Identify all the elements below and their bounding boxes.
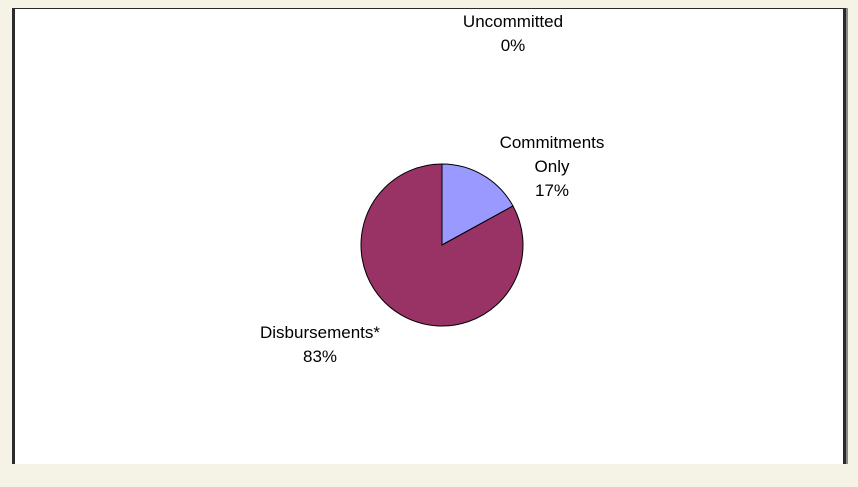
frame-shadow [846,8,848,464]
label-commitments-value: 17% [534,181,570,200]
label-disbursements-value: 83% [302,347,338,366]
label-commitments-line2: Only [534,157,570,176]
label-uncommitted: Uncommitted 0% [443,10,583,58]
label-uncommitted-name: Uncommitted [462,12,564,31]
pie-chart [360,163,524,327]
slice-commitments-only [441,163,514,246]
label-uncommitted-value: 0% [500,36,526,55]
label-commitments-line1: Commitments [499,133,605,152]
chart-area: Uncommitted 0% Commitments Only 17% Disb… [12,8,846,464]
label-disbursements: Disbursements* 83% [240,321,400,369]
label-commitments-only: Commitments Only 17% [482,131,622,203]
label-disbursements-name: Disbursements* [260,323,380,342]
slice-disbursements [360,163,524,327]
